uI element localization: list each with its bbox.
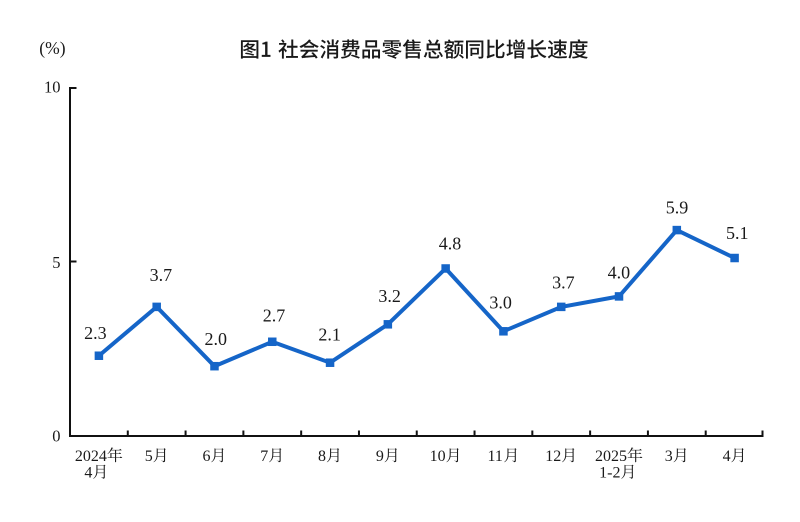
svg-text:10: 10 [430, 448, 446, 465]
svg-text:9: 9 [376, 448, 384, 465]
svg-text:2025: 2025 [595, 448, 627, 465]
svg-text:2.0: 2.0 [205, 329, 228, 349]
svg-text:3.7: 3.7 [150, 265, 173, 285]
svg-text:1-2: 1-2 [599, 465, 620, 482]
svg-text:5: 5 [52, 253, 60, 272]
svg-text:4.0: 4.0 [608, 263, 631, 283]
svg-text:10: 10 [44, 78, 61, 97]
svg-text:5.1: 5.1 [726, 223, 749, 243]
svg-text:3.7: 3.7 [552, 272, 575, 292]
svg-text:8: 8 [318, 448, 326, 465]
svg-text:6: 6 [202, 448, 210, 465]
svg-text:4.8: 4.8 [439, 234, 462, 254]
svg-text:(%): (%) [39, 38, 65, 58]
svg-text:7: 7 [260, 448, 268, 465]
svg-text:5: 5 [145, 448, 153, 465]
svg-text:0: 0 [52, 427, 60, 446]
svg-text:2.3: 2.3 [84, 323, 107, 343]
svg-text:2024: 2024 [75, 448, 107, 465]
svg-text:12: 12 [545, 448, 561, 465]
svg-text:5.9: 5.9 [666, 198, 689, 218]
svg-text:3.0: 3.0 [489, 293, 512, 313]
svg-text:4: 4 [84, 465, 92, 482]
svg-text:2.1: 2.1 [318, 324, 341, 344]
svg-text:4: 4 [723, 448, 731, 465]
svg-text:3.2: 3.2 [378, 286, 401, 306]
svg-text:11: 11 [487, 448, 502, 465]
svg-text:3: 3 [665, 448, 673, 465]
svg-text:2.7: 2.7 [263, 305, 286, 325]
